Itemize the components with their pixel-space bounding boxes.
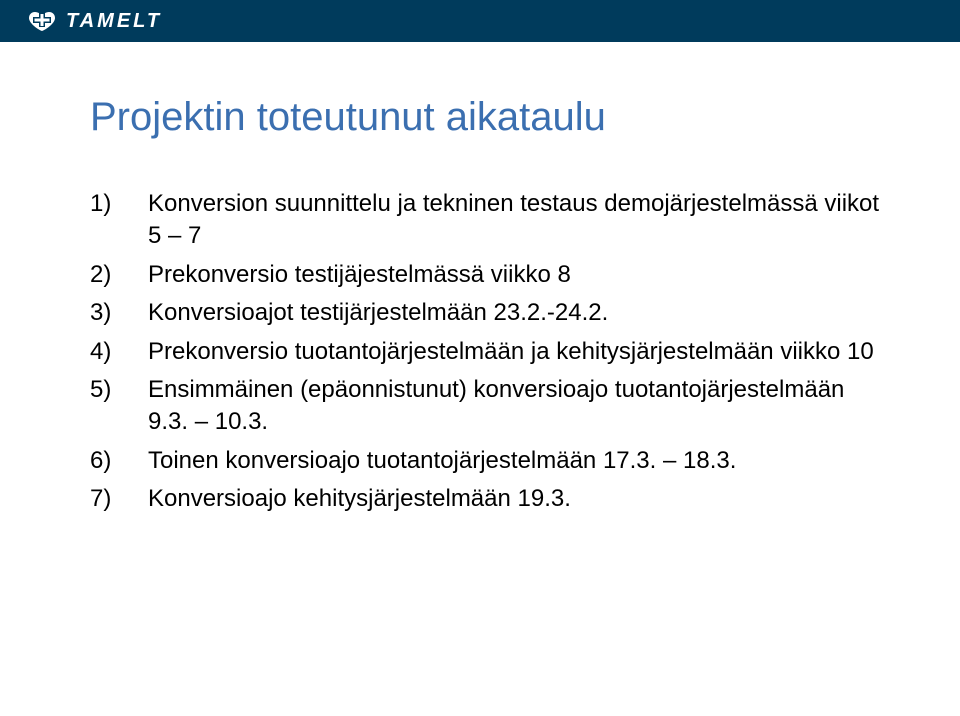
list-item: 7) Konversioajo kehitysjärjestelmään 19.… [90,483,880,515]
list-number: 6) [90,445,148,477]
list-item: 3) Konversioajot testijärjestelmään 23.2… [90,297,880,329]
logo-block: TAMELT [28,10,162,33]
list-number: 5) [90,374,148,406]
list-text: Konversioajot testijärjestelmään 23.2.-2… [148,297,880,329]
list-text: Prekonversio tuotantojärjestelmään ja ke… [148,336,880,368]
list-text: Ensimmäinen (epäonnistunut) konversioajo… [148,374,880,439]
list-number: 3) [90,297,148,329]
list-number: 4) [90,336,148,368]
cross-heart-icon [28,11,56,31]
list-item: 4) Prekonversio tuotantojärjestelmään ja… [90,336,880,368]
list-number: 1) [90,188,148,220]
list-text: Konversioajo kehitysjärjestelmään 19.3. [148,483,880,515]
list-number: 7) [90,483,148,515]
slide: TAMELT Projektin toteutunut aikataulu 1)… [0,0,960,716]
brand-label: TAMELT [66,10,162,33]
list-number: 2) [90,259,148,291]
list-item: 1) Konversion suunnittelu ja tekninen te… [90,188,880,253]
list-text: Konversion suunnittelu ja tekninen testa… [148,188,880,253]
list-text: Prekonversio testijäjestelmässä viikko 8 [148,259,880,291]
list-item: 2) Prekonversio testijäjestelmässä viikk… [90,259,880,291]
list-item: 5) Ensimmäinen (epäonnistunut) konversio… [90,374,880,439]
header-bar: TAMELT [0,0,960,42]
numbered-list: 1) Konversion suunnittelu ja tekninen te… [90,188,880,522]
page-title: Projektin toteutunut aikataulu [90,95,606,140]
list-item: 6) Toinen konversioajo tuotantojärjestel… [90,445,880,477]
list-text: Toinen konversioajo tuotantojärjestelmää… [148,445,880,477]
